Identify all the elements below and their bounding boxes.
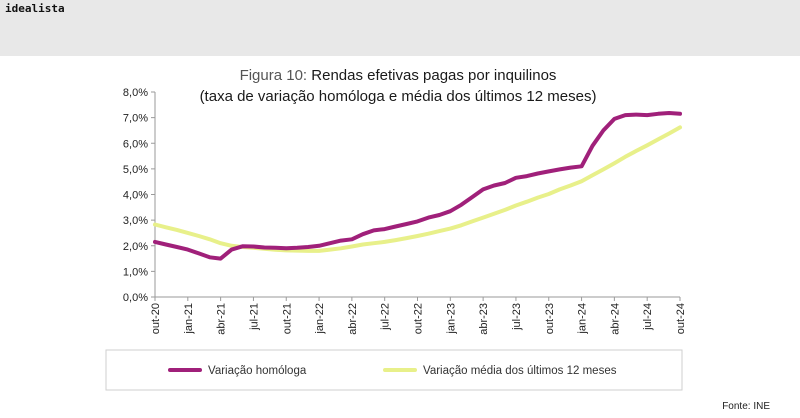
source-note: Fonte: INE: [722, 401, 770, 412]
x-tick-label: out-21: [281, 303, 293, 334]
x-tick-label: jan-23: [445, 303, 457, 335]
y-tick-label: 8,0%: [123, 87, 148, 99]
series-line-0: [153, 111, 682, 261]
x-tick-label: jan-21: [183, 303, 195, 335]
y-tick-label: 7,0%: [123, 113, 148, 125]
y-tick-label: 4,0%: [123, 190, 148, 202]
x-tick-label: out-20: [150, 303, 162, 334]
chart-title-main: Rendas efetivas pagas por inquilinos: [307, 67, 556, 84]
x-tick-label: out-23: [544, 303, 556, 334]
chart-title-prefix: Figura 10:: [240, 67, 308, 84]
series-line-1: [153, 125, 682, 253]
chart-subtitle: (taxa de variação homóloga e média dos ú…: [200, 88, 597, 105]
brand-logo-text: idealista: [5, 2, 65, 15]
legend-label-0: Variação homóloga: [208, 365, 307, 377]
chart-title: Figura 10: Rendas efetivas pagas por inq…: [240, 67, 557, 84]
legend: Variação homóloga Variação média dos últi…: [105, 349, 683, 391]
x-tick-label: abr-24: [609, 303, 621, 335]
top-bar: idealista: [0, 0, 800, 56]
x-tick-label: abr-21: [216, 303, 228, 335]
legend-label-1: Variação média dos últimos 12 meses: [423, 365, 617, 377]
x-tick-label: jul-23: [511, 303, 523, 331]
y-tick-label: 1,0%: [123, 266, 148, 278]
y-axis: 0,0% 1,0% 2,0% 3,0% 4,0% 5,0% 6,0% 7,0% 8,0%: [123, 87, 156, 304]
x-tick-label: out-24: [675, 303, 687, 334]
x-tick-label: abr-23: [478, 303, 490, 335]
x-tick-label: jan-24: [577, 303, 589, 335]
x-tick-label: abr-22: [347, 303, 359, 335]
y-tick-label: 6,0%: [123, 138, 148, 150]
x-tick-label: jan-22: [314, 303, 326, 335]
x-tick-label: jul-24: [642, 303, 654, 331]
y-tick-label: 0,0%: [123, 292, 148, 304]
y-tick-label: 5,0%: [123, 164, 148, 176]
x-tick-label: jul-22: [380, 303, 392, 331]
y-tick-label: 3,0%: [123, 215, 148, 227]
x-axis: out-20 jan-21 abr-21 jul-21 out-21 jan-22 abr-…: [150, 296, 687, 335]
x-tick-label: jul-21: [248, 303, 260, 331]
y-tick-label: 2,0%: [123, 241, 148, 253]
x-tick-label: out-22: [413, 303, 425, 334]
series-layer: [153, 111, 682, 261]
